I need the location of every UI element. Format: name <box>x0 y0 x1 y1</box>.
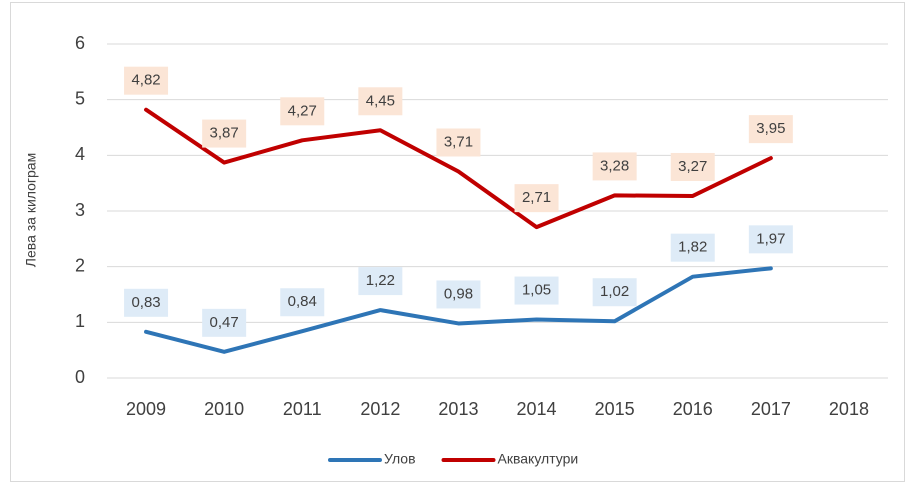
data-label: 1,22 <box>366 272 395 289</box>
legend-label: Аквакултури <box>498 451 579 467</box>
x-tick-label: 2010 <box>204 399 244 419</box>
data-label: 4,45 <box>366 92 395 109</box>
x-tick-label: 2017 <box>751 399 791 419</box>
data-label: 1,97 <box>756 230 785 247</box>
data-label-bg <box>358 87 403 116</box>
data-label: 0,84 <box>288 293 317 310</box>
data-label-bg <box>514 184 559 213</box>
data-label: 4,82 <box>131 72 160 89</box>
data-label-bg <box>280 288 325 317</box>
data-label-bg <box>748 115 793 144</box>
y-tick-label: 3 <box>75 200 85 220</box>
legend-label: Улов <box>384 451 416 467</box>
data-label: 0,98 <box>444 285 473 302</box>
data-label: 3,28 <box>600 157 629 174</box>
x-tick-label: 2014 <box>517 399 557 419</box>
data-label-bg <box>436 128 481 157</box>
data-label: 2,71 <box>522 189 551 206</box>
data-label: 0,83 <box>131 294 160 311</box>
data-label-bg <box>514 276 559 305</box>
data-label-bg <box>592 278 637 307</box>
y-tick-label: 0 <box>75 367 85 387</box>
x-tick-label: 2018 <box>829 399 869 419</box>
data-label-bg <box>670 152 715 181</box>
data-label: 3,95 <box>756 120 785 137</box>
line <box>144 266 773 354</box>
data-label-bg <box>748 225 793 254</box>
data-label: 3,27 <box>678 158 707 175</box>
y-tick-label: 4 <box>75 144 85 164</box>
x-tick-label: 2016 <box>673 399 713 419</box>
y-tick-label: 2 <box>75 255 85 275</box>
data-label-bg <box>358 267 403 296</box>
data-label: 0,47 <box>210 314 239 331</box>
data-label-bg <box>280 97 325 126</box>
data-label: 1,02 <box>600 283 629 300</box>
data-label-bg <box>592 152 637 181</box>
x-tick-label: 2011 <box>283 399 322 419</box>
x-tick-label: 2009 <box>126 399 166 419</box>
data-label-bg <box>202 308 247 337</box>
x-tick-label: 2015 <box>595 399 635 419</box>
data-label: 1,82 <box>678 239 707 256</box>
data-label-bg <box>124 66 169 95</box>
line <box>144 107 773 230</box>
y-axis-label: Лева за килограм <box>23 153 39 267</box>
y-tick-label: 5 <box>75 88 85 108</box>
data-label: 1,05 <box>522 282 551 299</box>
x-tick-label: 2013 <box>438 399 478 419</box>
data-label: 3,87 <box>210 125 239 142</box>
data-label: 4,27 <box>288 102 317 119</box>
x-tick-label: 2012 <box>360 399 400 419</box>
data-label-bg <box>670 233 715 262</box>
data-label-bg <box>202 119 247 148</box>
data-label: 3,71 <box>444 133 473 150</box>
data-label-bg <box>436 280 481 309</box>
y-tick-label: 6 <box>75 33 85 53</box>
data-label-bg <box>124 288 169 317</box>
y-tick-label: 1 <box>75 311 85 331</box>
